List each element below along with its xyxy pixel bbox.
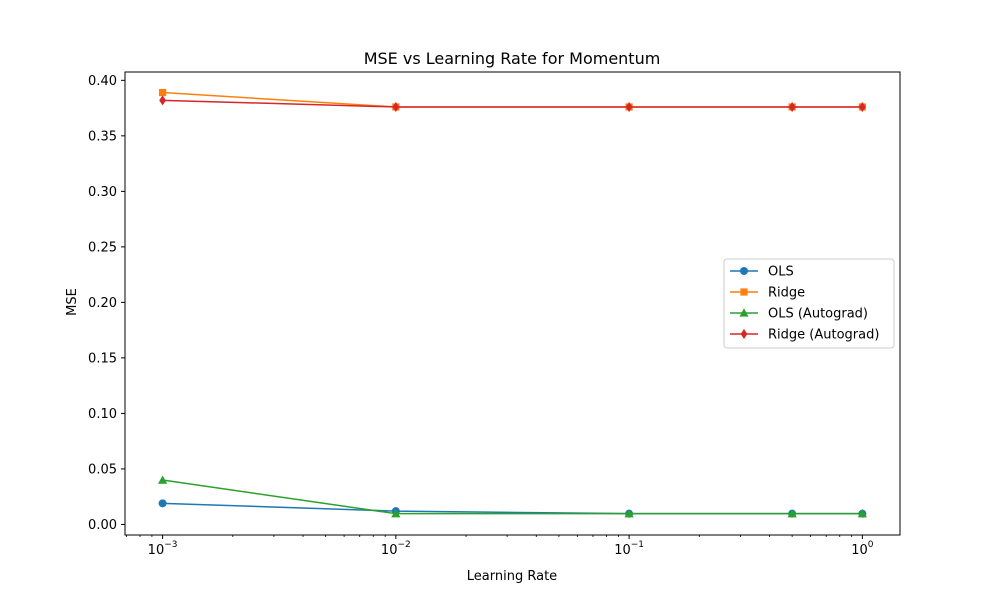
x-tick-exponent: −3: [164, 540, 177, 550]
y-tick-label: 0.35: [88, 129, 117, 144]
series-line: [162, 99, 863, 108]
series-line: [162, 502, 863, 515]
legend-swatch-marker: [740, 288, 748, 296]
x-tick-exponent: −2: [397, 540, 410, 550]
x-tick-label: 100: [851, 540, 874, 558]
x-tick-base: 10: [851, 543, 868, 558]
y-tick-label: 0.20: [88, 296, 117, 311]
data-point: [158, 88, 167, 97]
series-line: [162, 91, 863, 108]
data-point: [625, 101, 633, 112]
chart-title: MSE vs Learning Rate for Momentum: [364, 49, 661, 68]
legend-label: Ridge: [768, 286, 805, 301]
x-axis-label: Learning Rate: [467, 569, 557, 584]
x-tick-label: 10−2: [381, 540, 411, 558]
legend-item: OLS: [730, 265, 794, 280]
series-ridge-autograd: [159, 95, 866, 112]
x-tick-label: 10−1: [614, 540, 644, 558]
axes-frame: [124, 71, 901, 536]
y-tick-label: 0.40: [88, 74, 117, 89]
series-layer: [157, 88, 867, 518]
axis-ticks: 0.000.050.100.150.200.250.300.350.4010−3…: [88, 74, 874, 558]
series-line: [162, 479, 863, 515]
legend-item: Ridge: [730, 286, 805, 301]
y-tick-label: 0.30: [88, 185, 117, 200]
legend-label: OLS: [768, 265, 794, 280]
data-point: [391, 509, 401, 518]
series-ols-autograd: [157, 475, 867, 518]
legend-item: Ridge (Autograd): [730, 328, 879, 343]
x-tick-base: 10: [148, 543, 165, 558]
y-tick-label: 0.00: [88, 518, 117, 533]
x-tick-exponent: −1: [631, 540, 644, 550]
series-ols: [158, 499, 867, 518]
y-tick-label: 0.10: [88, 407, 117, 422]
legend: OLS Ridge OLS (Autograd) Ridge (Autograd): [723, 258, 895, 349]
y-tick-label: 0.25: [88, 240, 117, 255]
legend-swatch-marker: [739, 308, 749, 317]
legend-swatch-marker: [740, 267, 748, 275]
legend-label: OLS (Autograd): [768, 307, 868, 322]
x-tick-exponent: 0: [868, 540, 874, 550]
legend-box: [723, 258, 895, 349]
y-tick-label: 0.15: [88, 351, 117, 366]
data-point: [858, 101, 866, 112]
legend-swatch-marker: [740, 329, 748, 339]
x-tick-label: 10−3: [148, 540, 178, 558]
data-point: [159, 95, 166, 106]
y-tick-label: 0.05: [88, 462, 117, 477]
legend-label: Ridge (Autograd): [768, 328, 879, 343]
data-point: [392, 101, 400, 112]
data-point: [788, 101, 796, 112]
x-tick-base: 10: [381, 543, 398, 558]
legend-item: OLS (Autograd): [730, 307, 868, 322]
data-point: [857, 509, 867, 518]
y-axis-label: MSE: [65, 288, 80, 316]
x-tick-base: 10: [614, 543, 631, 558]
data-point: [157, 475, 168, 484]
data-point: [158, 499, 167, 508]
data-point: [787, 509, 797, 518]
data-point: [624, 509, 634, 518]
